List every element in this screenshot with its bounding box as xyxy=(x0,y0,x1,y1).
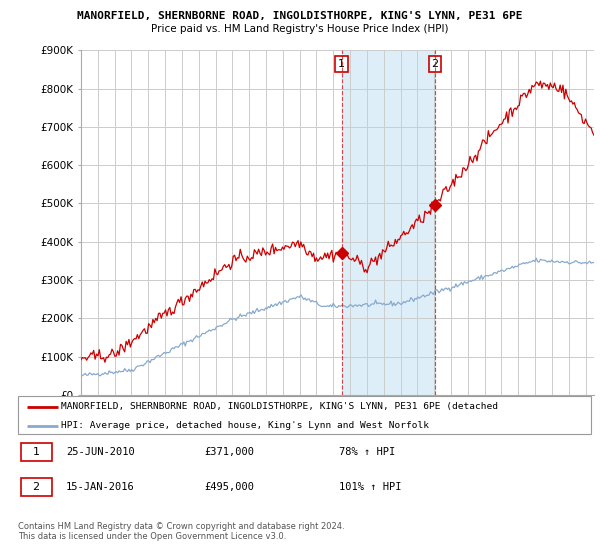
Text: 1: 1 xyxy=(338,59,345,69)
Text: 101% ↑ HPI: 101% ↑ HPI xyxy=(340,482,402,492)
FancyBboxPatch shape xyxy=(18,396,591,434)
FancyBboxPatch shape xyxy=(21,443,52,461)
Text: MANORFIELD, SHERNBORNE ROAD, INGOLDISTHORPE, KING'S LYNN, PE31 6PE (detached: MANORFIELD, SHERNBORNE ROAD, INGOLDISTHO… xyxy=(61,402,498,411)
Text: HPI: Average price, detached house, King's Lynn and West Norfolk: HPI: Average price, detached house, King… xyxy=(61,421,429,430)
Text: 15-JAN-2016: 15-JAN-2016 xyxy=(66,482,134,492)
Text: 2: 2 xyxy=(32,482,40,492)
Text: MANORFIELD, SHERNBORNE ROAD, INGOLDISTHORPE, KING'S LYNN, PE31 6PE: MANORFIELD, SHERNBORNE ROAD, INGOLDISTHO… xyxy=(77,11,523,21)
Text: 1: 1 xyxy=(32,447,40,457)
Bar xyxy=(342,50,435,395)
Text: £371,000: £371,000 xyxy=(204,447,254,457)
Text: 25-JUN-2010: 25-JUN-2010 xyxy=(66,447,134,457)
FancyBboxPatch shape xyxy=(21,478,52,496)
Text: £495,000: £495,000 xyxy=(204,482,254,492)
Text: 78% ↑ HPI: 78% ↑ HPI xyxy=(340,447,396,457)
Text: Contains HM Land Registry data © Crown copyright and database right 2024.
This d: Contains HM Land Registry data © Crown c… xyxy=(18,522,344,542)
Text: 2: 2 xyxy=(431,59,439,69)
Text: Price paid vs. HM Land Registry's House Price Index (HPI): Price paid vs. HM Land Registry's House … xyxy=(151,24,449,34)
